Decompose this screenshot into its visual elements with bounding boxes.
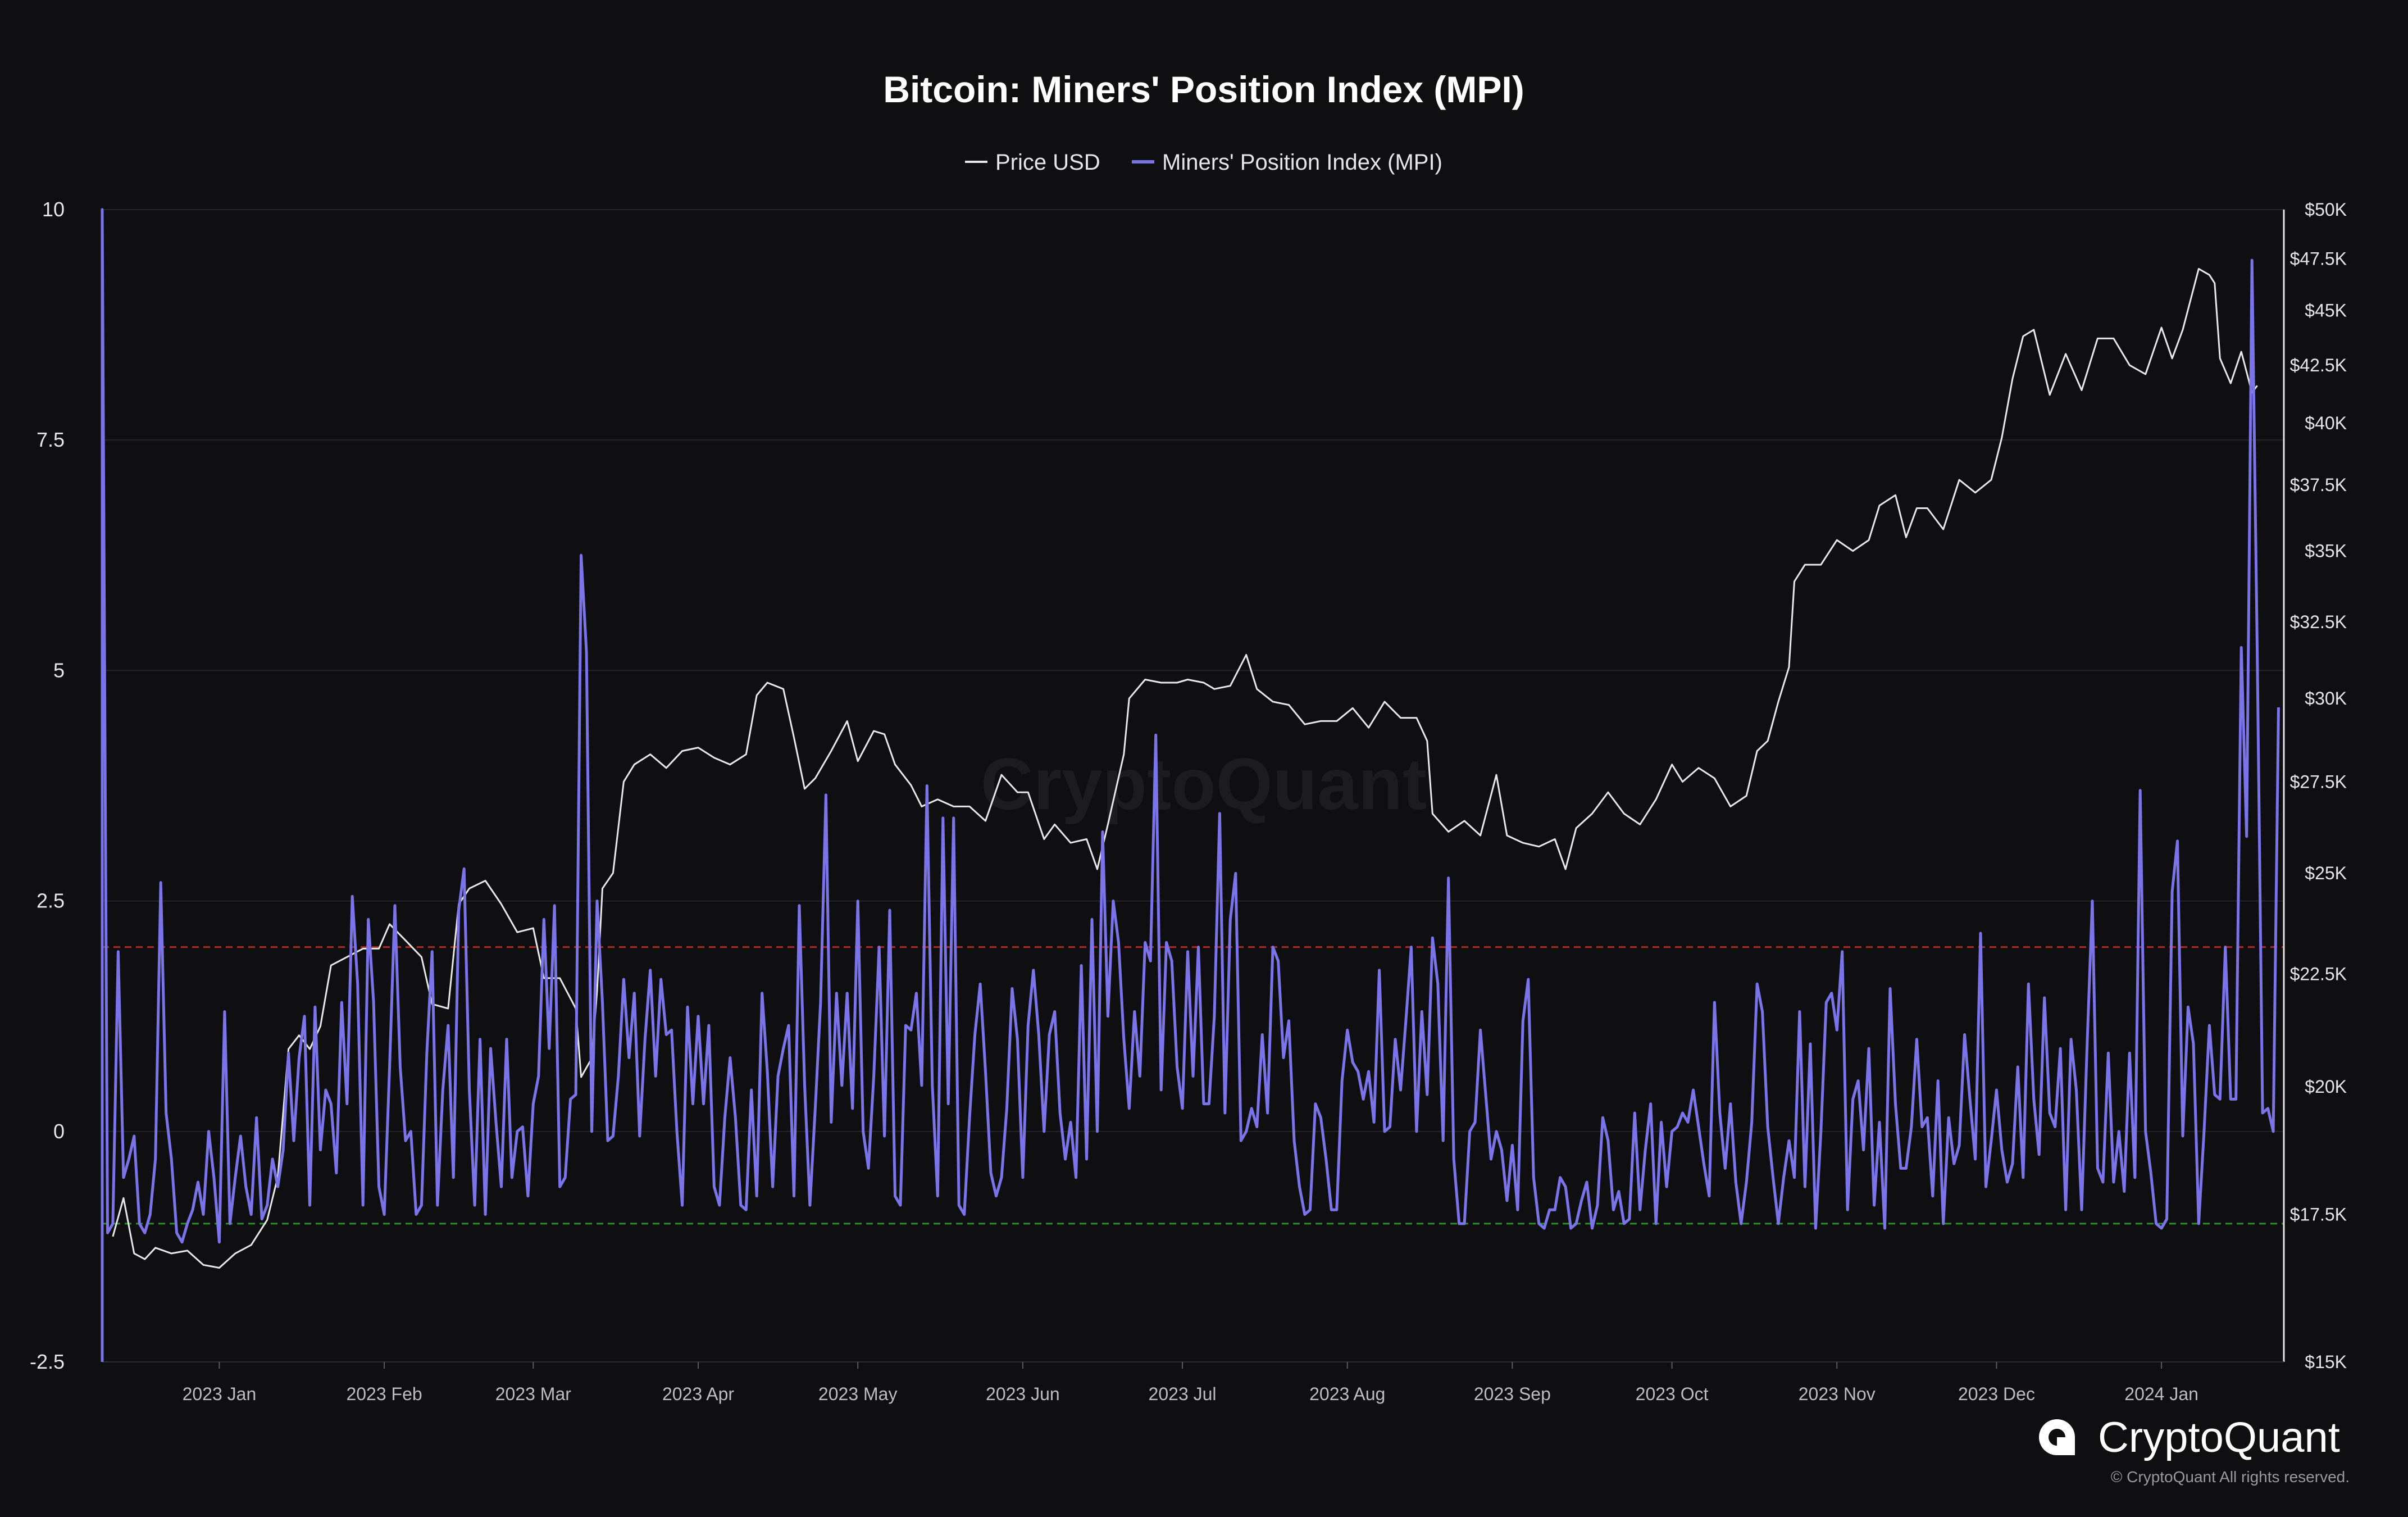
x-tick-label: 2023 Jun: [986, 1384, 1060, 1404]
x-tick-label: 2023 Oct: [1636, 1384, 1709, 1404]
legend-label-price: Price USD: [995, 150, 1100, 175]
y-right-tick-label: $27.5K: [2290, 771, 2347, 792]
brand-name: CryptoQuant: [2098, 1414, 2340, 1461]
y-axis-right: $50K $47.5K $45K $42.5K $40K $37.5K $35K $32.5K…: [2283, 199, 2347, 1372]
x-axis: 2023 Jan 2023 Feb 2023 Mar 2023 Apr 2023 May…: [102, 1361, 2284, 1404]
y-left-tick-label: 5: [53, 658, 65, 682]
x-tick-label: 2024 Jan: [2124, 1384, 2198, 1404]
legend-label-mpi: Miners' Position Index (MPI): [1162, 150, 1442, 175]
y-left-tick-label: 0: [53, 1120, 65, 1143]
x-tick-label: 2023 Aug: [1309, 1384, 1385, 1404]
x-tick-label: 2023 Jul: [1149, 1384, 1217, 1404]
y-right-tick-label: $32.5K: [2290, 612, 2347, 632]
y-left-tick-label: -2.5: [30, 1350, 65, 1373]
x-tick-label: 2023 Dec: [1958, 1384, 2035, 1404]
y-right-tick-label: $35K: [2305, 541, 2347, 561]
x-tick-label: 2023 May: [818, 1384, 898, 1404]
y-right-tick-label: $30K: [2305, 688, 2347, 708]
y-right-tick-label: $25K: [2305, 863, 2347, 883]
y-left-tick-label: 7.5: [37, 428, 65, 451]
y-axis-left: 10 7.5 5 2.5 0 -2.5: [30, 198, 65, 1373]
y-left-tick-label: 2.5: [37, 889, 65, 912]
y-right-tick-label: $37.5K: [2290, 475, 2347, 495]
x-tick-label: 2023 Mar: [495, 1384, 572, 1404]
cryptoquant-logo-icon: [2039, 1419, 2075, 1455]
x-tick-label: 2023 Nov: [1799, 1384, 1876, 1404]
y-right-tick-label: $42.5K: [2290, 355, 2347, 375]
y-right-tick-label: $20K: [2305, 1077, 2347, 1097]
cryptoquant-logo: CryptoQuant: [2039, 1414, 2340, 1461]
y-right-tick-label: $50K: [2305, 199, 2347, 220]
y-right-tick-label: $40K: [2305, 413, 2347, 433]
series: [101, 208, 2280, 1362]
x-tick-label: 2023 Jan: [183, 1384, 257, 1404]
y-left-tick-label: 10: [42, 198, 65, 221]
y-right-tick-label: $47.5K: [2290, 248, 2347, 269]
mpi-line: [101, 208, 2280, 1362]
legend-item-price[interactable]: Price USD: [965, 150, 1100, 175]
legend: Price USD Miners' Position Index (MPI): [965, 150, 1442, 175]
x-tick-label: 2023 Feb: [346, 1384, 422, 1404]
chart-title: Bitcoin: Miners' Position Index (MPI): [883, 69, 1524, 110]
y-right-tick-label: $15K: [2305, 1352, 2347, 1372]
watermark: CryptoQuant: [981, 743, 1427, 825]
y-right-tick-label: $22.5K: [2290, 964, 2347, 984]
copyright-notice: © CryptoQuant All rights reserved.: [2111, 1468, 2350, 1486]
x-tick-label: 2023 Apr: [662, 1384, 734, 1404]
legend-item-mpi[interactable]: Miners' Position Index (MPI): [1132, 150, 1442, 175]
y-right-tick-label: $17.5K: [2290, 1204, 2347, 1224]
y-right-tick-label: $45K: [2305, 300, 2347, 320]
x-tick-label: 2023 Sep: [1474, 1384, 1551, 1404]
